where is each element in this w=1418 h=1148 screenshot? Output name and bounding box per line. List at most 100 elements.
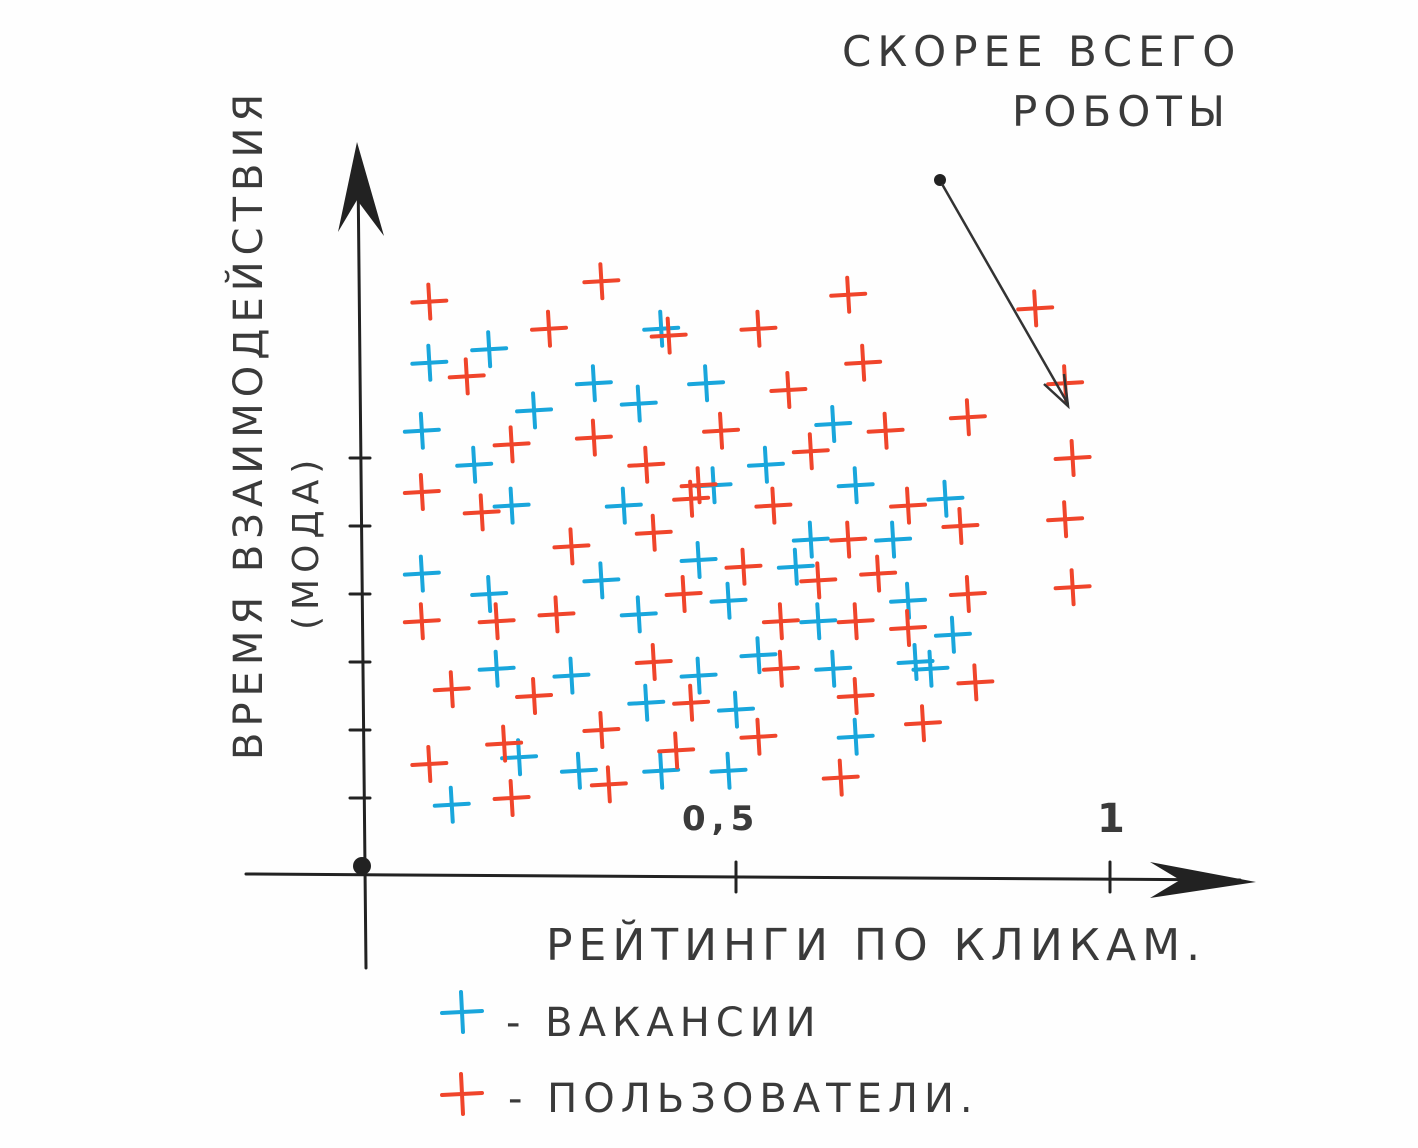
user-point — [904, 704, 942, 743]
vacancy-point — [776, 547, 815, 586]
vacancy-point — [574, 364, 613, 403]
vacancy-point — [814, 405, 853, 443]
user-point — [754, 486, 793, 525]
legend-marker-users — [440, 1072, 484, 1116]
user-point — [530, 309, 568, 348]
vacancy-point — [933, 615, 972, 654]
x-tick-label: 1 — [1097, 796, 1131, 842]
user-point — [761, 649, 800, 688]
user-point — [769, 371, 808, 409]
data-points — [402, 262, 1092, 824]
vacancy-point — [582, 561, 621, 600]
vacancy-point — [717, 690, 755, 729]
vacancy-point — [470, 330, 509, 369]
legend: - ВАКАНСИИ - ПОЛЬЗОВАТЕЛИ. — [440, 990, 979, 1122]
user-point — [739, 717, 778, 756]
user-point — [447, 357, 486, 396]
user-point — [492, 425, 531, 464]
user-point — [634, 513, 673, 552]
vacancy-point — [642, 751, 681, 790]
user-point — [672, 683, 711, 722]
user-point — [844, 343, 883, 382]
vacancy-point — [814, 649, 853, 688]
legend-marker-vacancies — [440, 990, 484, 1034]
user-point — [679, 466, 718, 505]
vacancy-point — [687, 364, 726, 403]
user-point — [941, 507, 980, 545]
user-point — [702, 411, 741, 450]
y-axis-arrow — [338, 142, 384, 236]
user-point — [402, 602, 441, 641]
user-point — [1053, 439, 1092, 477]
vacancy-point — [559, 751, 598, 790]
vacancy-point — [709, 751, 748, 790]
x-tick-label: 0,5 — [682, 799, 760, 839]
vacancy-point — [709, 581, 748, 620]
vacancy-point — [746, 445, 785, 484]
user-point — [552, 527, 591, 566]
user-point — [462, 493, 501, 532]
user-point — [1053, 568, 1092, 607]
vacancy-point — [619, 595, 658, 634]
vacancy-point — [402, 411, 441, 450]
vacancy-point — [492, 486, 531, 525]
vacancy-point — [896, 643, 935, 681]
user-point — [724, 547, 763, 586]
user-point — [948, 575, 987, 613]
user-point — [627, 445, 666, 484]
user-point — [515, 677, 554, 715]
user-point — [402, 473, 441, 511]
user-point — [582, 262, 621, 301]
user-point — [477, 602, 516, 641]
user-point — [657, 731, 696, 770]
y-axis — [356, 168, 368, 970]
user-point — [829, 275, 868, 314]
user-point — [1046, 500, 1085, 539]
vacancy-point — [791, 520, 830, 559]
user-point — [956, 663, 995, 702]
user-point — [821, 758, 860, 797]
user-point — [410, 282, 449, 321]
user-point — [485, 724, 524, 763]
origin-dot — [353, 857, 371, 875]
vacancy-point — [642, 309, 681, 348]
x-axis — [244, 872, 1242, 882]
user-point — [582, 711, 621, 749]
vacancy-point — [619, 384, 658, 423]
vacancy-point — [679, 656, 718, 695]
user-point — [889, 486, 928, 525]
vacancy-point — [455, 445, 494, 484]
user-point — [889, 609, 928, 647]
vacancy-point — [402, 554, 441, 593]
user-point — [410, 745, 449, 783]
user-point — [649, 316, 688, 355]
vacancy-point — [739, 636, 778, 675]
ticks — [348, 456, 1112, 894]
user-point — [791, 432, 830, 471]
vacancy-point — [552, 656, 591, 695]
user-point — [537, 595, 576, 634]
vacancy-point — [799, 602, 838, 641]
vacancy-point — [515, 391, 554, 430]
legend-plus-blue — [440, 990, 484, 1034]
user-point — [866, 411, 905, 450]
y-axis-sublabel: (МОДА) — [286, 454, 327, 630]
user-point — [574, 418, 613, 457]
legend-plus-red — [440, 1072, 484, 1116]
vacancy-point — [432, 785, 471, 824]
user-point — [829, 520, 868, 559]
vacancy-point — [911, 649, 950, 688]
user-point — [799, 561, 838, 600]
vacancy-point — [926, 479, 965, 518]
vacancy-point — [500, 738, 539, 777]
user-point — [664, 575, 703, 613]
user-point — [761, 602, 800, 641]
legend-label-users: - ПОЛЬЗОВАТЕЛИ. — [508, 1076, 979, 1122]
annotation-line-2: РОБОТЫ — [1012, 87, 1231, 136]
legend-label-vacancies: - ВАКАНСИИ — [506, 1000, 822, 1046]
user-point — [589, 765, 628, 804]
annotation-arrow — [934, 174, 1070, 410]
y-axis-label: ВРЕМЯ ВЗАИМОДЕЙСТВИЯ — [224, 88, 272, 760]
user-point — [836, 677, 875, 715]
